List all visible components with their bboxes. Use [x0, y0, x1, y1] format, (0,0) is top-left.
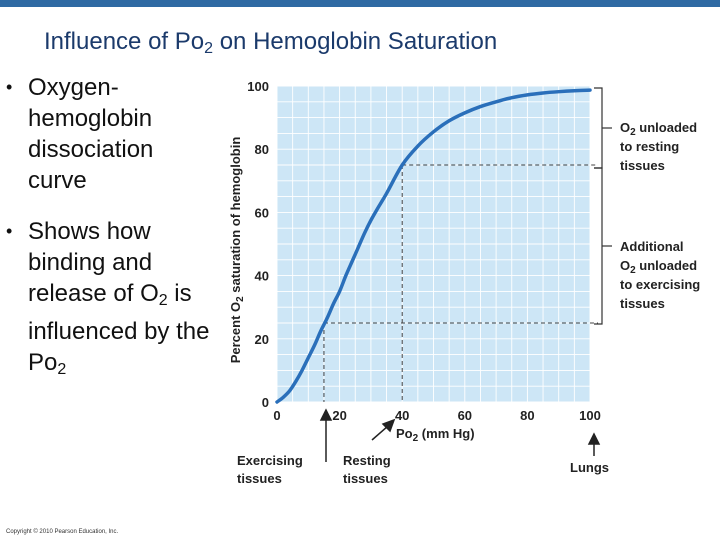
y-tick-label: 40	[255, 269, 269, 284]
y-tick-label: 0	[262, 395, 269, 410]
annot-text: to exercising	[620, 277, 700, 292]
arrow-exercising-head	[319, 408, 333, 421]
bullet-dot-icon: •	[6, 221, 13, 241]
tick-labels: 0 20 40 60 80 100 0 20 40 60 80 100	[247, 79, 601, 423]
arrow-resting	[371, 425, 389, 441]
bullet-text-main: Shows how binding and release of O	[28, 218, 159, 307]
x-tick-label: 20	[332, 408, 346, 423]
label-exercising-tissues: Exercising tissues	[237, 453, 306, 486]
bullet-list: • Oxygen-hemoglobin dissociation curve •…	[6, 72, 216, 385]
annot-text: tissues	[620, 296, 665, 311]
slide-title: Influence of Po2 on Hemoglobin Saturatio…	[44, 28, 497, 58]
y-tick-label: 60	[255, 205, 269, 220]
annot-text: Additional	[620, 239, 684, 254]
arrow-lungs-head	[587, 432, 601, 445]
arrows	[319, 408, 601, 462]
reference-lines	[323, 164, 598, 402]
annot-text: unloaded	[636, 258, 697, 273]
dissociation-curve	[275, 88, 592, 404]
annot-text: O	[620, 120, 630, 135]
title-subscript: 2	[204, 40, 214, 57]
annot-sub: 2	[630, 265, 636, 276]
x-axis-label-sub: 2	[413, 433, 419, 444]
title-rest: on Hemoglobin Saturation	[213, 28, 498, 55]
label-resting-tissues: Resting tissues	[343, 453, 394, 486]
y-tick-label: 20	[255, 332, 269, 347]
y-axis-label-main: Percent O	[228, 302, 243, 363]
annot-text: unloaded	[636, 120, 697, 135]
x-axis-label: Po2 (mm Hg)	[396, 426, 475, 444]
x-tick-label: 40	[395, 408, 409, 423]
annot-text: tissues	[620, 158, 665, 173]
bullet-dot-icon: •	[6, 77, 13, 97]
label-lungs: Lungs	[570, 460, 609, 475]
label-text: tissues	[343, 471, 388, 486]
label-text: tissues	[237, 471, 282, 486]
y-tick-label: 80	[255, 142, 269, 157]
y-axis-label: Percent O2 saturation of hemoglobin	[228, 137, 246, 364]
annot-text: to resting	[620, 139, 679, 154]
label-text: Exercising	[237, 453, 303, 468]
annot-sub: 2	[630, 127, 636, 138]
annotation-resting: O2 unloaded to resting tissues	[620, 120, 701, 173]
y-tick-label: 100	[247, 79, 269, 94]
y-axis-label-rest: saturation of hemoglobin	[228, 137, 243, 297]
annotation-exercising: Additional O2 unloaded to exercising tis…	[620, 239, 704, 311]
bullet-subscript: 2	[57, 361, 67, 378]
x-tick-label: 60	[458, 408, 472, 423]
arrow-resting-head	[381, 418, 396, 433]
title-main: Influence of Po	[44, 28, 205, 55]
bullet-text: Shows how binding and release of O2 is i…	[28, 216, 216, 385]
y-axis-label-sub: 2	[235, 296, 246, 302]
copyright-notice: Copyright © 2010 Pearson Education, Inc.	[6, 529, 119, 535]
label-text: Resting	[343, 453, 391, 468]
x-axis-label-rest: (mm Hg)	[418, 426, 474, 441]
bracket-resting	[594, 87, 603, 169]
x-tick-label: 100	[579, 408, 601, 423]
bullet-subscript: 2	[158, 292, 168, 309]
annot-text: O	[620, 258, 630, 273]
top-accent-bar	[0, 0, 720, 7]
bracket-exercising	[594, 167, 603, 325]
bullet-text-mid: is influenced by the Po	[28, 280, 210, 376]
bullet-item-curve: • Oxygen-hemoglobin dissociation curve	[6, 72, 216, 196]
x-tick-label: 80	[520, 408, 534, 423]
x-tick-label: 0	[273, 408, 280, 423]
bullet-item-binding: • Shows how binding and release of O2 is…	[6, 216, 216, 385]
brackets	[594, 87, 612, 325]
grid-lines	[276, 85, 591, 403]
x-axis-label-main: Po	[396, 426, 413, 441]
bullet-text: Oxygen-hemoglobin dissociation curve	[28, 74, 154, 194]
